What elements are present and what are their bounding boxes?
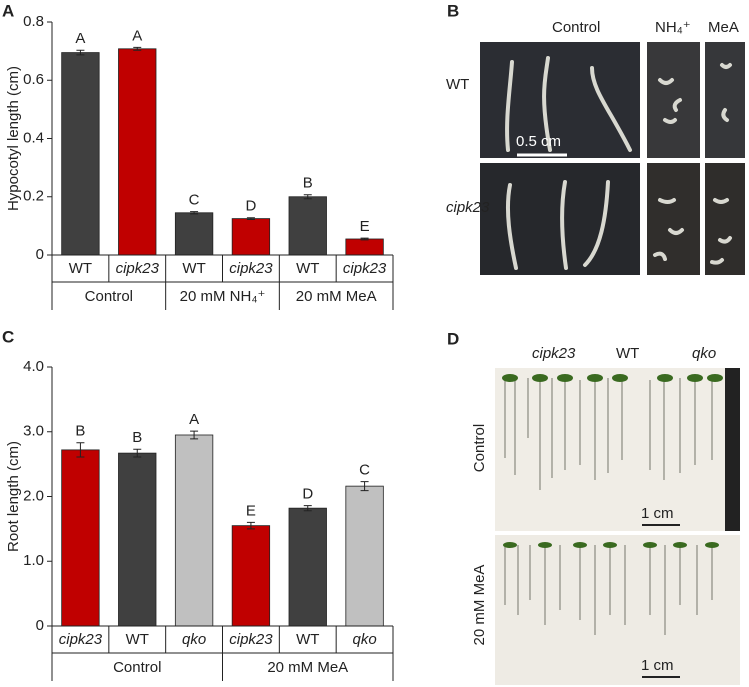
panel-label: A <box>2 1 14 20</box>
error-bar <box>133 46 142 51</box>
significance-letter: D <box>245 198 256 215</box>
group-label: Control <box>113 659 161 676</box>
bar <box>118 48 157 256</box>
panel-label: D <box>447 329 459 348</box>
x-tick-label: cipk23 <box>116 260 160 277</box>
scale-bar-label: 1 cm <box>641 657 674 674</box>
bar <box>231 218 271 256</box>
significance-letter: A <box>189 411 199 428</box>
group-label: 20 mM MeA <box>267 659 348 676</box>
column-label: MeA <box>708 19 739 36</box>
x-tick-label: WT <box>296 260 319 277</box>
y-tick-label: 0.4 <box>23 129 44 146</box>
y-tick-label: 3.0 <box>23 423 44 440</box>
bar <box>61 449 100 627</box>
photo-d: cipk23 WT qko Control 20 mM MeA 1 cm 1 c… <box>471 345 740 685</box>
panel-label: C <box>2 327 14 346</box>
significance-letter: D <box>302 486 313 503</box>
group-label: Control <box>85 288 133 305</box>
error-bar <box>76 49 85 56</box>
y-axis-title: Hypocotyl length (cm) <box>5 66 22 211</box>
x-tick-label: WT <box>69 260 92 277</box>
row-label: 20 mM MeA <box>471 565 488 646</box>
y-tick-label: 2.0 <box>23 487 44 504</box>
significance-letter: C <box>189 192 200 209</box>
row-label: cipk23 <box>446 199 490 216</box>
y-tick-label: 1.0 <box>23 552 44 569</box>
error-bar <box>303 505 312 512</box>
significance-letter: B <box>75 423 85 440</box>
significance-letter: E <box>246 502 256 519</box>
error-bar <box>246 521 255 530</box>
row-label: Control <box>471 424 488 472</box>
column-label: WT <box>616 345 639 362</box>
x-tick-label: cipk23 <box>343 260 387 277</box>
y-tick-label: 0.2 <box>23 188 44 205</box>
column-label: NH₄⁺ <box>655 19 691 36</box>
scale-bar-label: 1 cm <box>641 505 674 522</box>
column-label: cipk23 <box>532 345 576 362</box>
bar <box>231 525 271 627</box>
y-axis-title: Root length (cm) <box>5 441 22 552</box>
x-tick-label: WT <box>126 631 149 648</box>
significance-letter: C <box>359 462 370 479</box>
bar <box>288 507 327 627</box>
panel-label: B <box>447 1 459 20</box>
column-label: qko <box>692 345 716 362</box>
error-bar <box>76 442 85 458</box>
error-bar <box>190 211 199 215</box>
x-tick-label: qko <box>182 631 206 648</box>
photo-b: Control NH₄⁺ MeA WT cipk23 0.5 cm <box>446 19 745 275</box>
bar <box>345 485 384 627</box>
y-tick-label: 0.6 <box>23 71 44 88</box>
x-tick-label: WT <box>182 260 205 277</box>
significance-letter: A <box>75 30 85 47</box>
significance-letter: A <box>132 27 142 44</box>
y-tick-label: 0.8 <box>23 13 44 30</box>
group-label: 20 mM MeA <box>296 288 377 305</box>
bar <box>345 238 384 256</box>
error-bar <box>190 430 199 440</box>
error-bar <box>303 194 312 200</box>
row-label: WT <box>446 76 469 93</box>
x-tick-label: qko <box>352 631 376 648</box>
y-tick-label: 4.0 <box>23 358 44 375</box>
x-tick-label: cipk23 <box>59 631 103 648</box>
column-label: Control <box>552 19 600 36</box>
bar <box>288 196 327 256</box>
bar <box>118 452 157 627</box>
significance-letter: E <box>360 218 370 235</box>
x-tick-label: cipk23 <box>229 260 273 277</box>
bar <box>61 52 100 256</box>
x-tick-label: cipk23 <box>229 631 273 648</box>
significance-letter: B <box>132 429 142 446</box>
scale-bar-label: 0.5 cm <box>516 133 561 150</box>
bar <box>174 434 214 627</box>
y-tick-label: 0 <box>36 246 44 263</box>
error-bar <box>133 448 142 458</box>
group-label: 20 mM NH₄⁺ <box>180 288 266 305</box>
bar <box>174 212 214 256</box>
y-tick-label: 0 <box>36 617 44 634</box>
error-bar <box>360 237 369 241</box>
error-bar <box>246 217 255 220</box>
significance-letter: B <box>303 175 313 192</box>
x-tick-label: WT <box>296 631 319 648</box>
error-bar <box>360 481 369 492</box>
